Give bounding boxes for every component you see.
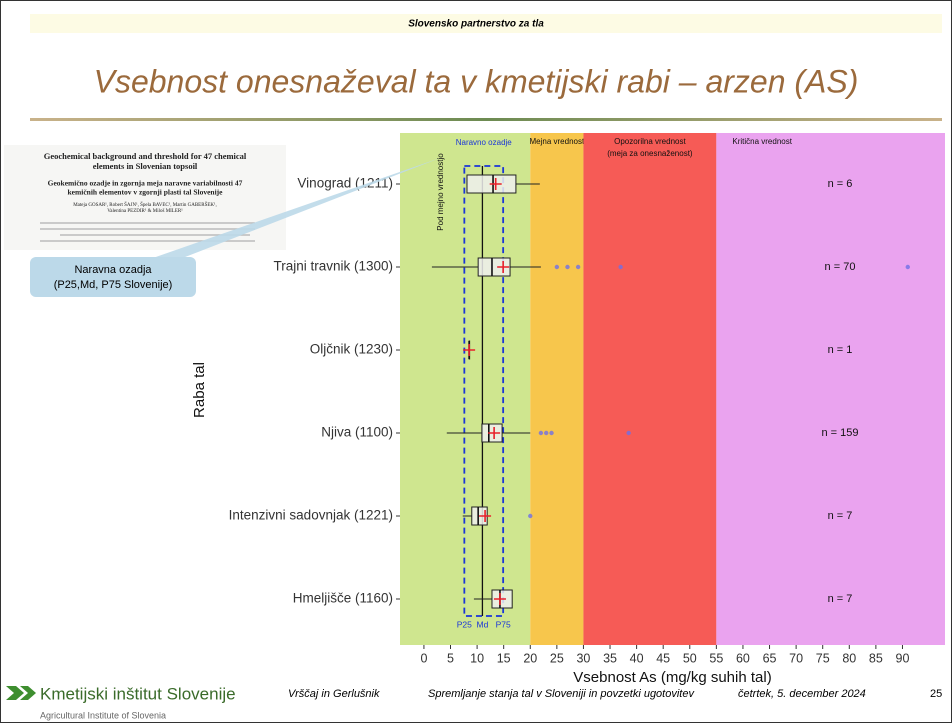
x-tick-label: 55 xyxy=(709,651,723,665)
outlier xyxy=(565,265,569,269)
paper-authors: Valentina PEZDIR¹ & Miloš MILER¹ xyxy=(107,208,183,214)
paper-title-en: Geochemical background and threshold for… xyxy=(44,151,247,161)
x-tick-label: 85 xyxy=(869,651,883,665)
paper-title-en: elements in Slovenian topsoil xyxy=(93,161,198,171)
footer-institute-en: Agricultural Institute of Slovenia xyxy=(40,710,166,720)
zone-label: Kritična vrednost xyxy=(732,137,792,146)
y-tick-label: Hmeljišče (1160) xyxy=(293,591,393,606)
x-tick-label: 90 xyxy=(896,651,910,665)
x-tick-label: 45 xyxy=(656,651,670,665)
x-tick-label: 40 xyxy=(630,651,644,665)
y-tick-label: Oljčnik (1230) xyxy=(310,342,393,357)
footer-authors: Vrščaj in Gerlušnik xyxy=(288,688,380,700)
background-label: P75 xyxy=(496,619,511,629)
slide: Slovensko partnerstvo za tla Vsebnost on… xyxy=(0,0,952,723)
outlier xyxy=(906,265,910,269)
zone xyxy=(583,133,716,645)
y-tick-label: Trajni travnik (1300) xyxy=(273,259,393,274)
n-label: n = 6 xyxy=(828,178,853,190)
zone-label: (meja za onesnaženost) xyxy=(607,149,693,158)
x-tick-label: 25 xyxy=(550,651,564,665)
x-tick-label: 75 xyxy=(816,651,830,665)
background-label: Md xyxy=(477,619,489,629)
outlier xyxy=(618,265,622,269)
x-axis-title: Vsebnost As (mg/kg suhih tal) xyxy=(573,669,771,686)
callout-text: (P25,Md, P75 Slovenije) xyxy=(54,279,173,291)
outlier xyxy=(626,431,630,435)
outlier xyxy=(544,431,548,435)
x-tick-label: 30 xyxy=(576,651,590,665)
outlier xyxy=(549,431,553,435)
x-tick-label: 35 xyxy=(603,651,617,665)
y-tick-label: Vinograd (1211) xyxy=(297,176,393,191)
background-side-label: Pod mejno vrednostjo xyxy=(436,153,445,231)
y-tick-label: Njiva (1100) xyxy=(321,425,393,440)
x-tick-label: 65 xyxy=(763,651,777,665)
x-tick-label: 5 xyxy=(447,651,454,665)
header-org: Slovensko partnerstvo za tla xyxy=(408,19,544,30)
footer-institute: Kmetijski inštitut Slovenije xyxy=(40,684,236,703)
footer-page: 25 xyxy=(930,688,942,700)
footer-topic: Spremljanje stanja tal v Sloveniji in po… xyxy=(428,688,695,700)
x-tick-label: 70 xyxy=(789,651,803,665)
n-label: n = 7 xyxy=(828,510,853,522)
paper-authors: Mateja GOSAR¹, Robert ŠAJN¹, Špela BAVEC… xyxy=(73,202,217,208)
background-label: P25 xyxy=(457,619,472,629)
y-tick-label: Intenzivni sadovnjak (1221) xyxy=(229,508,393,523)
n-label: n = 159 xyxy=(821,427,858,439)
paper-title-sl: Geokemično ozadje in zgornja meja naravn… xyxy=(48,179,243,188)
x-tick-label: 60 xyxy=(736,651,750,665)
x-tick-label: 0 xyxy=(420,651,427,665)
callout-text: Naravna ozadja xyxy=(74,264,152,276)
separator xyxy=(30,118,942,121)
outlier xyxy=(528,514,532,518)
background-title: Naravno ozadje xyxy=(456,138,513,147)
zone xyxy=(530,133,583,645)
y-axis-title: Raba tal xyxy=(191,362,208,418)
x-tick-label: 20 xyxy=(523,651,537,665)
x-tick-label: 10 xyxy=(470,651,484,665)
paper-text: Geochemical background and threshold for… xyxy=(44,151,247,214)
paper-title-sl: kemičnih elementov v zgornji plasti tal … xyxy=(68,188,224,197)
outlier xyxy=(539,431,543,435)
outlier xyxy=(576,265,580,269)
footer-date: četrtek, 5. december 2024 xyxy=(738,688,866,700)
n-label: n = 1 xyxy=(828,344,853,356)
outlier xyxy=(555,265,559,269)
zone-label: Opozorilna vrednost xyxy=(614,137,686,146)
zone-label: Mejna vrednost xyxy=(530,137,585,146)
zone xyxy=(716,133,945,645)
slide-title: Vsebnost onesnaževal ta v kmetijski rabi… xyxy=(94,63,859,99)
x-tick-label: 80 xyxy=(842,651,856,665)
page: { "header": {"org": "Slovensko partnerst… xyxy=(0,0,952,723)
x-tick-label: 50 xyxy=(683,651,697,665)
n-label: n = 7 xyxy=(828,593,853,605)
n-label: n = 70 xyxy=(825,261,856,273)
x-tick-label: 15 xyxy=(497,651,511,665)
